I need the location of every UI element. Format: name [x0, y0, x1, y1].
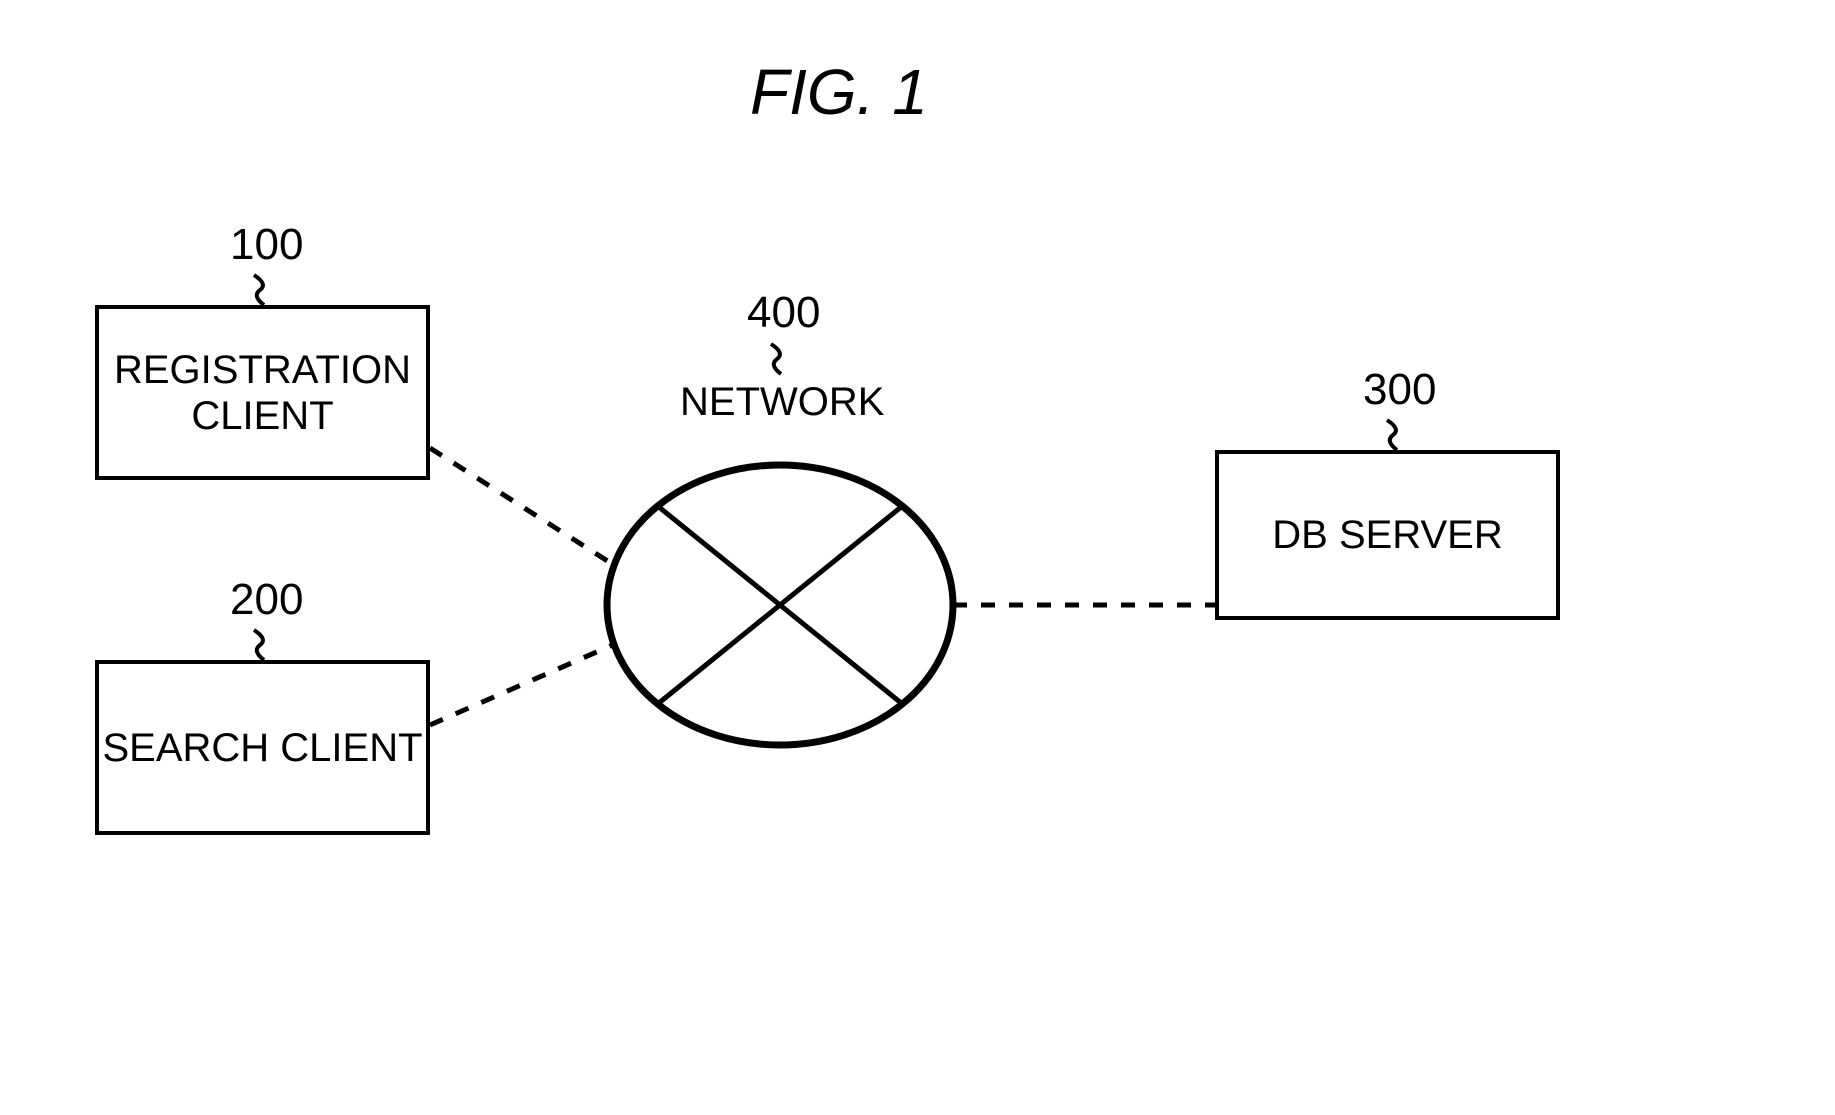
network-x-line-1 [658, 506, 903, 704]
network-label: NETWORK [680, 380, 884, 425]
search-client-node: SEARCH CLIENT [95, 660, 430, 835]
ref-tick-200 [254, 630, 264, 660]
network-ref: 400 [747, 288, 820, 338]
ref-tick-400 [771, 344, 781, 374]
edge-registration-network [430, 448, 617, 567]
db-server-ref: 300 [1363, 365, 1436, 415]
ref-tick-100 [254, 275, 264, 305]
figure-title: FIG. 1 [750, 55, 928, 129]
registration-client-ref: 100 [230, 220, 303, 270]
figure-stage: FIG. 1 REGISTRATION CLIENT 100 SEARCH CL… [0, 0, 1835, 1115]
search-client-ref: 200 [230, 575, 303, 625]
network-ellipse [607, 465, 953, 745]
ref-tick-300 [1387, 420, 1397, 450]
network-node [607, 465, 953, 745]
db-server-node: DB SERVER [1215, 450, 1560, 620]
edge-search-network [430, 643, 617, 725]
registration-client-node: REGISTRATION CLIENT [95, 305, 430, 480]
network-x-line-2 [658, 506, 903, 704]
